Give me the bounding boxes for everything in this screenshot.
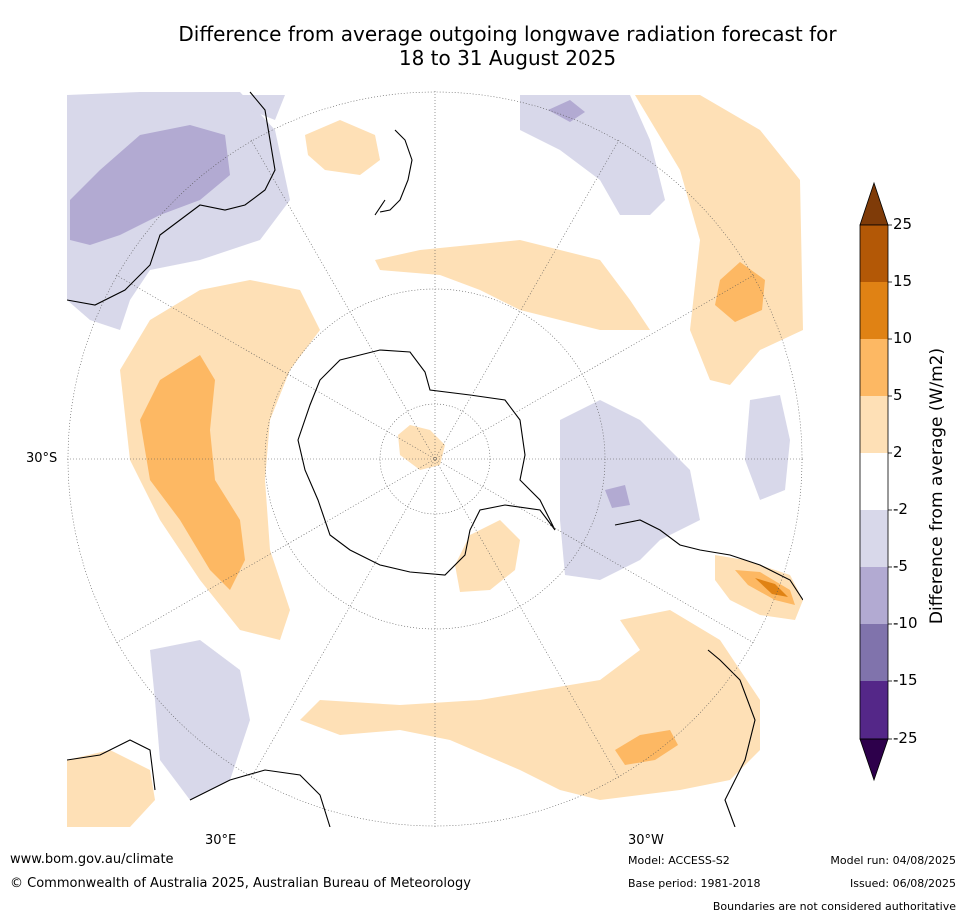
- colorbar-bin-minus10-minus15: [860, 624, 888, 681]
- anomaly-pos-atlantic-west: [120, 280, 320, 640]
- graticule: [67, 91, 803, 827]
- colorbar-tick-label: -25: [893, 729, 918, 747]
- colorbar-bin-minus15-minus25: [860, 681, 888, 739]
- footer-website: www.bom.gov.au/climate: [10, 852, 174, 867]
- anomaly-pos-africa-south: [67, 750, 155, 827]
- anomaly-pos-brazil-coast-core: [735, 570, 795, 605]
- colorbar-tick-label: -5: [893, 557, 908, 575]
- label-lat-30s: 30°S: [26, 451, 58, 466]
- colorbar-tick-label: 25: [893, 215, 913, 233]
- anomaly-pos-brazil-coast-peak: [755, 578, 788, 597]
- colorbar-bin-5-10: [860, 339, 888, 396]
- label-lon-30e: 30°E: [205, 833, 237, 848]
- anomaly-neg-pacific-north: [520, 95, 665, 215]
- anomaly-pos-pacific-band: [375, 240, 650, 330]
- anomaly-neg-pacific-core: [548, 100, 585, 122]
- chart-title-line2: 18 to 31 August 2025: [398, 46, 617, 70]
- label-lon-30w: 30°W: [628, 833, 664, 848]
- colorbar-tick-label: 10: [893, 329, 913, 347]
- chart-title: Difference from average outgoing longwav…: [0, 22, 965, 70]
- colorbar-bin-minus2-minus5: [860, 510, 888, 567]
- colorbar-title: Difference from average (W/m2): [927, 347, 947, 625]
- new-zealand-coastline: [374, 129, 413, 216]
- footer-disclaimer: Boundaries are not considered authoritat…: [712, 900, 956, 913]
- colorbar-extend-high: [859, 181, 889, 226]
- anomaly-pos-antarctic-peninsula-sea: [455, 520, 520, 592]
- anomaly-neg-south-america-core: [605, 485, 630, 508]
- anomaly-neg-atlantic-east: [745, 395, 790, 500]
- anomaly-pos-atlantic-west-core: [140, 355, 245, 590]
- colorbar-extend-low: [859, 738, 889, 782]
- colorbar-tick-label: 15: [893, 272, 913, 290]
- colorbar-tick-label: -2: [893, 500, 908, 518]
- colorbar-tick-label: -15: [893, 671, 918, 689]
- australia-coastline: [67, 91, 276, 306]
- colorbar-bin-10-15: [860, 282, 888, 339]
- anomaly-neg-south-america: [560, 400, 700, 580]
- colorbar-bin-minus5-minus10: [860, 567, 888, 624]
- anomaly-pos-east-pacific-core: [715, 262, 765, 322]
- colorbar-bin-neutral: [860, 453, 888, 510]
- footer-issued: Issued: 06/08/2025: [849, 877, 956, 890]
- chart-title-line1: Difference from average outgoing longwav…: [178, 22, 837, 46]
- anomaly-pos-east-pacific: [635, 95, 803, 385]
- footer-base-period: Base period: 1981-2018: [628, 877, 761, 890]
- anomaly-pos-nz-north: [305, 120, 380, 175]
- anomaly-neg-indian-ocean-core: [70, 125, 230, 245]
- anomaly-pos-south-atlantic-core: [615, 730, 678, 765]
- colorbar-bin-2-5: [860, 396, 888, 453]
- africa-coastline: [67, 739, 331, 827]
- colorbar-tick-label: 5: [893, 386, 903, 404]
- colorbar-bin-15-25: [860, 225, 888, 282]
- footer-copyright: © Commonwealth of Australia 2025, Austra…: [10, 876, 471, 891]
- colorbar-tick-label: 2: [893, 443, 903, 461]
- footer-model-run: Model run: 04/08/2025: [830, 854, 956, 867]
- anomaly-neg-south-africa: [150, 640, 250, 800]
- footer-model: Model: ACCESS-S2: [628, 854, 730, 867]
- map-area: [67, 91, 803, 827]
- south-america-coastline: [614, 519, 803, 827]
- colorbar-tick-label: -10: [893, 614, 918, 632]
- colorbar: [859, 181, 892, 782]
- antarctica-coastline: [297, 349, 556, 576]
